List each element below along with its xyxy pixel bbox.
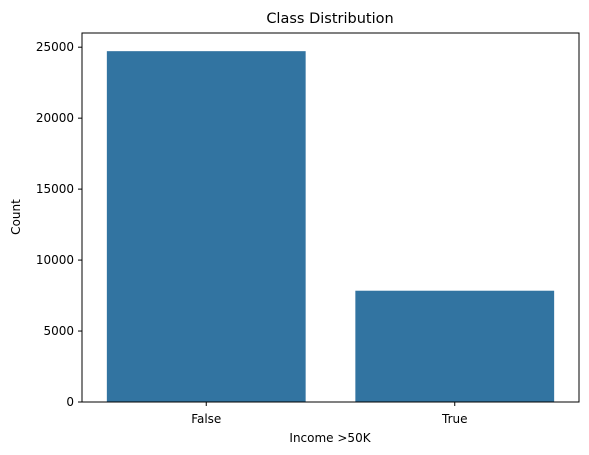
y-axis-ticks: 0 5000 10000 15000 20000 25000 — [36, 40, 82, 409]
y-tick-label: 20000 — [36, 111, 74, 125]
bar-false — [106, 51, 306, 403]
bar-true — [355, 290, 555, 402]
chart-title: Class Distribution — [266, 11, 393, 27]
x-axis-ticks: False True — [191, 402, 468, 426]
x-axis-title: Income >50K — [289, 431, 371, 445]
y-tick-label: 10000 — [36, 253, 74, 267]
y-tick-label: 15000 — [36, 182, 74, 196]
y-axis-title: Count — [9, 199, 23, 235]
y-tick-label: 25000 — [36, 40, 74, 54]
x-tick-label: False — [191, 412, 221, 426]
y-tick-label: 5000 — [43, 324, 74, 338]
plot-frame — [81, 32, 580, 403]
x-tick-label: True — [441, 412, 468, 426]
y-tick-label: 0 — [66, 395, 74, 409]
bars-group — [106, 51, 555, 403]
